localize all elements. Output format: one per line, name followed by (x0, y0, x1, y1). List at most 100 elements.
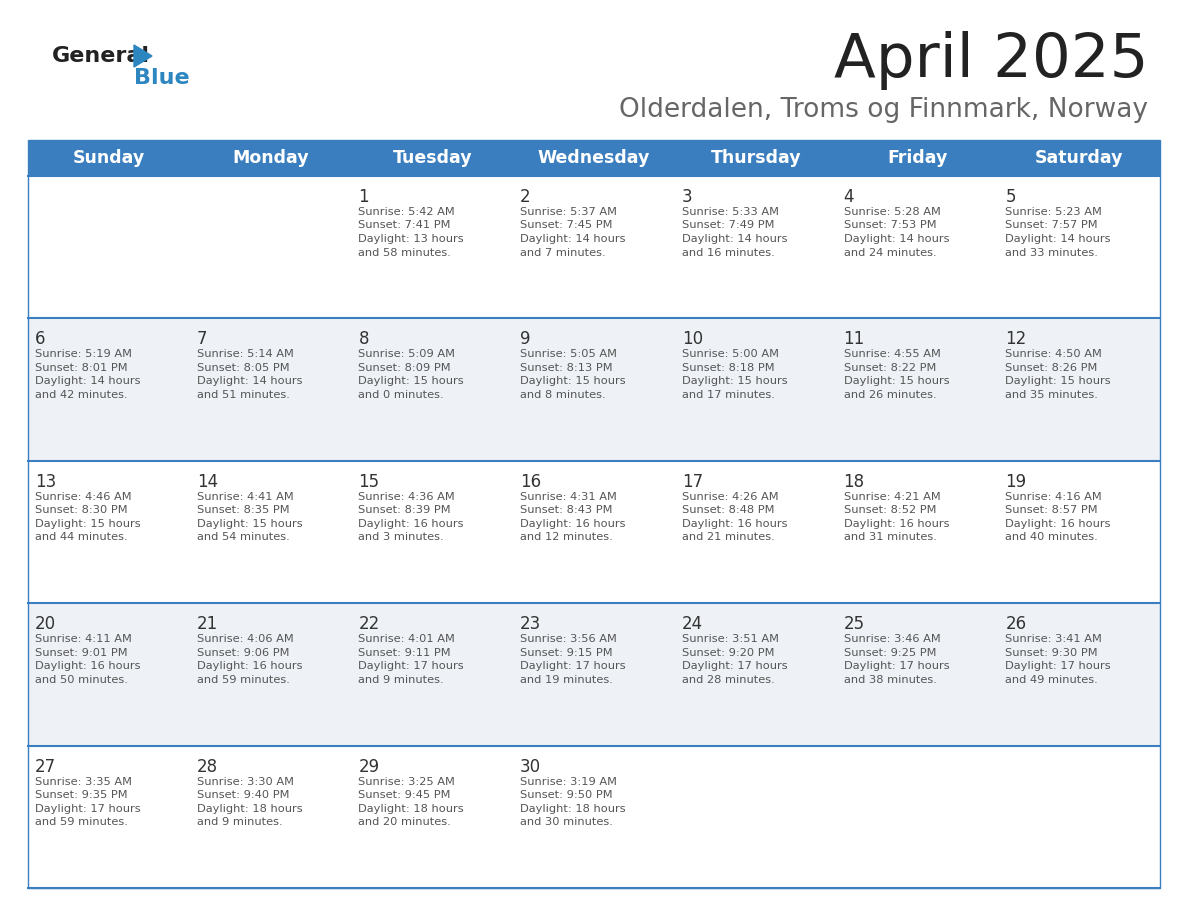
Text: 24: 24 (682, 615, 703, 633)
Text: Sunset: 8:09 PM: Sunset: 8:09 PM (359, 363, 451, 373)
Text: Sunrise: 5:33 AM: Sunrise: 5:33 AM (682, 207, 779, 217)
Text: Daylight: 16 hours: Daylight: 16 hours (34, 661, 140, 671)
Text: and 9 minutes.: and 9 minutes. (359, 675, 444, 685)
Text: Sunrise: 5:37 AM: Sunrise: 5:37 AM (520, 207, 617, 217)
Text: April 2025: April 2025 (834, 30, 1148, 89)
Text: Daylight: 14 hours: Daylight: 14 hours (843, 234, 949, 244)
Text: Daylight: 17 hours: Daylight: 17 hours (359, 661, 465, 671)
Text: Daylight: 16 hours: Daylight: 16 hours (359, 519, 465, 529)
Text: Sunrise: 4:55 AM: Sunrise: 4:55 AM (843, 350, 941, 360)
Text: and 17 minutes.: and 17 minutes. (682, 390, 775, 400)
Text: 3: 3 (682, 188, 693, 206)
Text: and 59 minutes.: and 59 minutes. (197, 675, 290, 685)
Text: Saturday: Saturday (1035, 149, 1124, 167)
Text: Daylight: 15 hours: Daylight: 15 hours (34, 519, 140, 529)
Bar (29, 176, 1159, 319)
Text: 15: 15 (359, 473, 379, 491)
Text: and 44 minutes.: and 44 minutes. (34, 532, 127, 543)
Text: 16: 16 (520, 473, 542, 491)
Text: and 42 minutes.: and 42 minutes. (34, 390, 127, 400)
Text: Sunset: 9:25 PM: Sunset: 9:25 PM (843, 648, 936, 657)
Text: Daylight: 14 hours: Daylight: 14 hours (34, 376, 140, 386)
Text: and 16 minutes.: and 16 minutes. (682, 248, 775, 258)
Text: Sunrise: 5:28 AM: Sunrise: 5:28 AM (843, 207, 941, 217)
Text: Sunset: 8:05 PM: Sunset: 8:05 PM (197, 363, 290, 373)
Text: Friday: Friday (887, 149, 948, 167)
Text: Sunset: 8:26 PM: Sunset: 8:26 PM (1005, 363, 1098, 373)
Text: Sunrise: 4:01 AM: Sunrise: 4:01 AM (359, 634, 455, 644)
Text: Daylight: 15 hours: Daylight: 15 hours (843, 376, 949, 386)
Text: Daylight: 15 hours: Daylight: 15 hours (197, 519, 302, 529)
Text: Daylight: 18 hours: Daylight: 18 hours (197, 803, 302, 813)
Text: 22: 22 (359, 615, 380, 633)
Text: Sunset: 9:11 PM: Sunset: 9:11 PM (359, 648, 451, 657)
Text: Sunset: 8:43 PM: Sunset: 8:43 PM (520, 505, 613, 515)
Text: Sunrise: 3:41 AM: Sunrise: 3:41 AM (1005, 634, 1102, 644)
Text: Daylight: 17 hours: Daylight: 17 hours (520, 661, 626, 671)
Text: Sunset: 7:49 PM: Sunset: 7:49 PM (682, 220, 775, 230)
Text: Wednesday: Wednesday (538, 149, 650, 167)
Text: Sunset: 8:57 PM: Sunset: 8:57 PM (1005, 505, 1098, 515)
Text: 28: 28 (197, 757, 217, 776)
Text: Daylight: 17 hours: Daylight: 17 hours (1005, 661, 1111, 671)
Text: 6: 6 (34, 330, 45, 349)
Text: Sunrise: 4:11 AM: Sunrise: 4:11 AM (34, 634, 132, 644)
Text: 17: 17 (682, 473, 703, 491)
Text: 10: 10 (682, 330, 703, 349)
Bar (29, 745, 1159, 888)
Text: 5: 5 (1005, 188, 1016, 206)
Text: Sunset: 9:15 PM: Sunset: 9:15 PM (520, 648, 613, 657)
Text: Daylight: 15 hours: Daylight: 15 hours (682, 376, 788, 386)
Text: and 28 minutes.: and 28 minutes. (682, 675, 775, 685)
Text: and 33 minutes.: and 33 minutes. (1005, 248, 1098, 258)
Text: 26: 26 (1005, 615, 1026, 633)
Text: Sunrise: 5:42 AM: Sunrise: 5:42 AM (359, 207, 455, 217)
Text: General: General (52, 46, 150, 66)
Text: Sunrise: 3:46 AM: Sunrise: 3:46 AM (843, 634, 941, 644)
Text: and 58 minutes.: and 58 minutes. (359, 248, 451, 258)
Text: Sunset: 8:48 PM: Sunset: 8:48 PM (682, 505, 775, 515)
Text: 7: 7 (197, 330, 207, 349)
Text: Sunset: 9:01 PM: Sunset: 9:01 PM (34, 648, 127, 657)
Text: Sunset: 9:45 PM: Sunset: 9:45 PM (359, 790, 451, 800)
Text: 2: 2 (520, 188, 531, 206)
Text: and 31 minutes.: and 31 minutes. (843, 532, 936, 543)
Text: Sunset: 9:20 PM: Sunset: 9:20 PM (682, 648, 775, 657)
Text: and 24 minutes.: and 24 minutes. (843, 248, 936, 258)
Text: Sunset: 7:45 PM: Sunset: 7:45 PM (520, 220, 613, 230)
Bar (29, 140, 1159, 888)
Text: Daylight: 15 hours: Daylight: 15 hours (359, 376, 465, 386)
Text: Daylight: 16 hours: Daylight: 16 hours (520, 519, 626, 529)
Text: Sunrise: 4:50 AM: Sunrise: 4:50 AM (1005, 350, 1102, 360)
Text: 20: 20 (34, 615, 56, 633)
Text: 30: 30 (520, 757, 542, 776)
Text: Sunset: 9:06 PM: Sunset: 9:06 PM (197, 648, 289, 657)
Text: Daylight: 15 hours: Daylight: 15 hours (520, 376, 626, 386)
Text: Sunset: 8:18 PM: Sunset: 8:18 PM (682, 363, 775, 373)
Text: and 54 minutes.: and 54 minutes. (197, 532, 290, 543)
Text: Sunset: 8:13 PM: Sunset: 8:13 PM (520, 363, 613, 373)
Text: Sunrise: 4:46 AM: Sunrise: 4:46 AM (34, 492, 132, 502)
Text: Daylight: 16 hours: Daylight: 16 hours (1005, 519, 1111, 529)
Text: Daylight: 17 hours: Daylight: 17 hours (682, 661, 788, 671)
Text: Sunrise: 3:35 AM: Sunrise: 3:35 AM (34, 777, 132, 787)
Text: Sunset: 8:35 PM: Sunset: 8:35 PM (197, 505, 290, 515)
Text: and 49 minutes.: and 49 minutes. (1005, 675, 1098, 685)
Text: Sunday: Sunday (72, 149, 145, 167)
Text: Sunset: 8:30 PM: Sunset: 8:30 PM (34, 505, 127, 515)
Text: Sunrise: 3:25 AM: Sunrise: 3:25 AM (359, 777, 455, 787)
Text: and 0 minutes.: and 0 minutes. (359, 390, 444, 400)
Text: Sunrise: 4:36 AM: Sunrise: 4:36 AM (359, 492, 455, 502)
Text: and 21 minutes.: and 21 minutes. (682, 532, 775, 543)
Text: Sunrise: 3:30 AM: Sunrise: 3:30 AM (197, 777, 293, 787)
Text: Tuesday: Tuesday (392, 149, 472, 167)
Text: Daylight: 15 hours: Daylight: 15 hours (1005, 376, 1111, 386)
Text: and 26 minutes.: and 26 minutes. (843, 390, 936, 400)
Text: Daylight: 18 hours: Daylight: 18 hours (520, 803, 626, 813)
Bar (29, 319, 1159, 461)
Text: Daylight: 14 hours: Daylight: 14 hours (520, 234, 626, 244)
Text: Sunrise: 4:21 AM: Sunrise: 4:21 AM (843, 492, 941, 502)
Text: Daylight: 18 hours: Daylight: 18 hours (359, 803, 465, 813)
Text: and 20 minutes.: and 20 minutes. (359, 817, 451, 827)
Text: Sunrise: 5:23 AM: Sunrise: 5:23 AM (1005, 207, 1102, 217)
